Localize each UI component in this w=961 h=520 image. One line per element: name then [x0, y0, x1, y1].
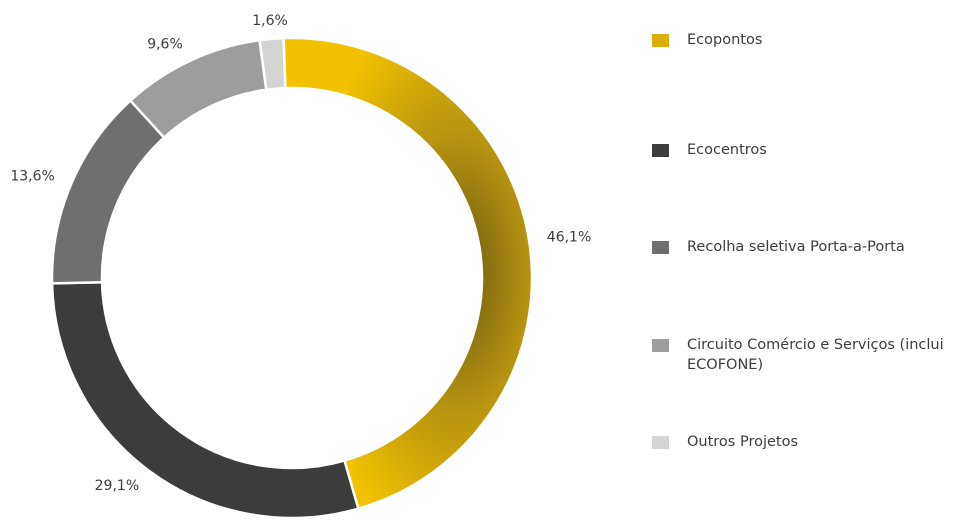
legend-label: Circuito Comércio e Serviços (inclui ECO…: [687, 337, 944, 373]
legend-label: Ecocentros: [687, 142, 767, 158]
donut: 46,1% 29,1% 13,6% 9,6% 1,6%: [10, 13, 591, 520]
legend-swatch: [652, 436, 669, 449]
legend-swatch: [652, 34, 669, 47]
legend-swatch: [652, 241, 669, 254]
slice: [258, 36, 287, 92]
slice: [128, 38, 268, 140]
legend-item: Ecopontos: [652, 30, 947, 50]
slice: [282, 36, 534, 511]
legend-item: Ecocentros: [652, 140, 947, 160]
data-label: 1,6%: [252, 13, 288, 29]
data-label: 13,6%: [10, 168, 54, 184]
legend-swatch: [652, 339, 669, 352]
legend-swatch: [652, 144, 669, 157]
slice: [50, 98, 166, 285]
data-label: 9,6%: [147, 36, 183, 52]
data-label: 29,1%: [95, 478, 139, 494]
legend-item: Circuito Comércio e Serviços (inclui ECO…: [652, 335, 947, 375]
data-label: 46,1%: [547, 230, 591, 246]
legend-label: Ecopontos: [687, 32, 763, 48]
legend-item: Recolha seletiva Porta-a-Porta: [652, 237, 947, 257]
legend-item: Outros Projetos: [652, 432, 947, 452]
legend-label: Outros Projetos: [687, 434, 799, 450]
legend-label: Recolha seletiva Porta-a-Porta: [687, 239, 905, 255]
